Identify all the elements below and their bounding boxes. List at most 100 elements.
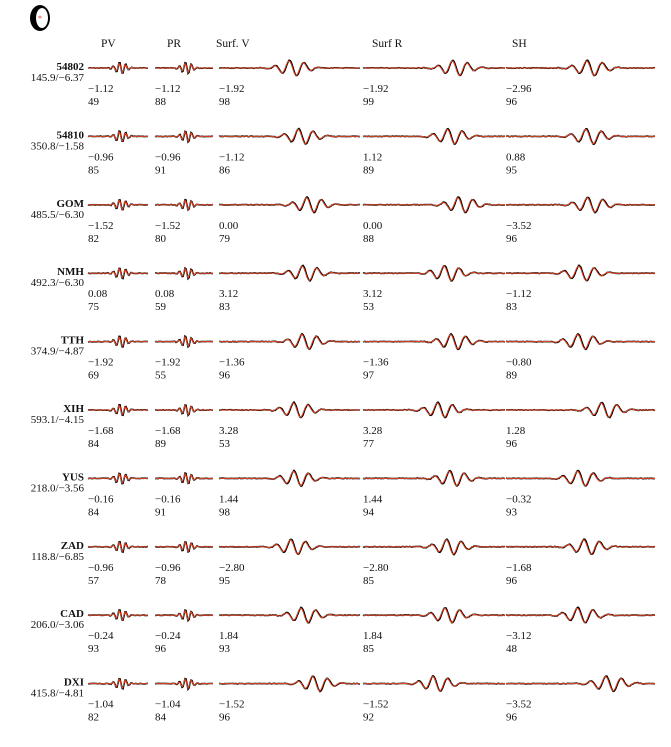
- station-info: 485.5/−6.30: [31, 209, 85, 221]
- correlation: 77: [363, 438, 375, 450]
- synthetic-waveform: [155, 472, 213, 485]
- synthetic-waveform: [363, 607, 505, 623]
- station-info: 145.9/−6.37: [31, 72, 85, 84]
- correlation: 83: [506, 301, 518, 313]
- time-shift: −1.52: [363, 699, 388, 711]
- correlation: 96: [506, 575, 518, 587]
- synthetic-waveform: [155, 62, 213, 75]
- correlation: 53: [363, 301, 375, 313]
- synthetic-waveform: [363, 60, 505, 76]
- svg-text:*: *: [38, 14, 42, 23]
- station-info: 206.0/−3.06: [31, 619, 85, 631]
- synthetic-waveform: [219, 402, 360, 418]
- correlation: 48: [506, 643, 518, 655]
- time-shift: −1.12: [88, 83, 113, 95]
- time-shift: −1.68: [155, 425, 181, 437]
- time-shift: −1.04: [88, 699, 114, 711]
- time-shift: −0.24: [88, 630, 114, 642]
- synthetic-waveform: [219, 607, 360, 623]
- correlation: 91: [155, 506, 166, 518]
- correlation: 69: [88, 370, 100, 382]
- time-shift: −2.96: [506, 83, 532, 95]
- time-shift: 1.84: [219, 630, 239, 642]
- station-info: 118.8/−6.85: [31, 551, 84, 563]
- time-shift: 3.28: [363, 425, 383, 437]
- time-shift: −1.92: [363, 83, 388, 95]
- synthetic-waveform: [88, 199, 148, 211]
- time-shift: −0.24: [155, 630, 181, 642]
- time-shift: 3.12: [363, 288, 382, 300]
- beachball: *: [30, 5, 50, 31]
- synthetic-waveform: [506, 334, 655, 350]
- synthetic-waveform: [155, 677, 213, 690]
- time-shift: −2.80: [363, 562, 389, 574]
- time-shift: −0.96: [88, 562, 114, 574]
- correlation: 75: [88, 301, 100, 313]
- synthetic-waveform: [506, 60, 655, 76]
- synthetic-waveform: [506, 607, 655, 623]
- column-header: PR: [167, 38, 181, 50]
- station-name: 54810: [57, 129, 85, 141]
- time-shift: −0.16: [155, 493, 181, 505]
- synthetic-waveform: [88, 677, 148, 690]
- column-header: SH: [512, 38, 527, 50]
- correlation: 85: [88, 164, 100, 176]
- correlation: 85: [363, 643, 375, 655]
- synthetic-waveform: [219, 128, 360, 145]
- time-shift: −1.92: [88, 357, 113, 369]
- synthetic-waveform: [219, 265, 360, 281]
- correlation: 86: [219, 164, 231, 176]
- correlation: 96: [506, 233, 518, 245]
- time-shift: −1.92: [219, 83, 244, 95]
- station-info: 492.3/−6.30: [31, 277, 85, 289]
- correlation: 88: [155, 96, 167, 108]
- station-info: 415.8/−4.81: [31, 688, 84, 700]
- correlation: 89: [155, 438, 167, 450]
- time-shift: −0.96: [155, 151, 181, 163]
- time-shift: 1.44: [219, 493, 239, 505]
- synthetic-waveform: [363, 676, 505, 692]
- correlation: 82: [88, 233, 99, 245]
- station-name: DXI: [64, 677, 84, 689]
- synthetic-waveform: [506, 676, 655, 692]
- synthetic-waveform: [88, 130, 148, 143]
- time-shift: −3.12: [506, 630, 531, 642]
- station-name: TTH: [61, 335, 85, 347]
- time-shift: 1.84: [363, 630, 383, 642]
- synthetic-waveform: [363, 197, 505, 213]
- time-shift: −1.12: [219, 151, 244, 163]
- correlation: 96: [155, 643, 167, 655]
- correlation: 89: [363, 164, 375, 176]
- column-header: PV: [101, 38, 116, 50]
- correlation: 94: [363, 506, 375, 518]
- correlation: 55: [155, 370, 167, 382]
- correlation: 53: [219, 438, 231, 450]
- correlation: 88: [363, 233, 375, 245]
- correlation: 96: [506, 96, 518, 108]
- synthetic-waveform: [219, 539, 360, 555]
- station-name: ZAD: [61, 540, 84, 552]
- correlation: 80: [155, 233, 167, 245]
- column-header: Surf. V: [216, 38, 250, 50]
- correlation: 96: [506, 712, 518, 724]
- synthetic-waveform: [219, 197, 360, 213]
- synthetic-waveform: [506, 265, 655, 282]
- time-shift: −3.52: [506, 699, 531, 711]
- station-name: CAD: [60, 608, 84, 620]
- synthetic-waveform: [155, 404, 213, 417]
- time-shift: −2.80: [219, 562, 245, 574]
- station-info: 350.8/−1.58: [31, 140, 85, 152]
- synthetic-waveform: [219, 334, 360, 350]
- correlation: 84: [155, 712, 167, 724]
- time-shift: −1.52: [88, 220, 113, 232]
- synthetic-waveform: [155, 199, 213, 211]
- synthetic-waveform: [363, 265, 505, 282]
- time-shift: −0.32: [506, 493, 531, 505]
- synthetic-waveform: [363, 128, 505, 145]
- synthetic-waveform: [155, 609, 213, 622]
- time-shift: 1.28: [506, 425, 526, 437]
- synthetic-waveform: [506, 197, 655, 213]
- station-info: 374.9/−4.87: [31, 346, 85, 358]
- synthetic-waveform: [88, 335, 148, 348]
- station-name: XIH: [63, 403, 84, 415]
